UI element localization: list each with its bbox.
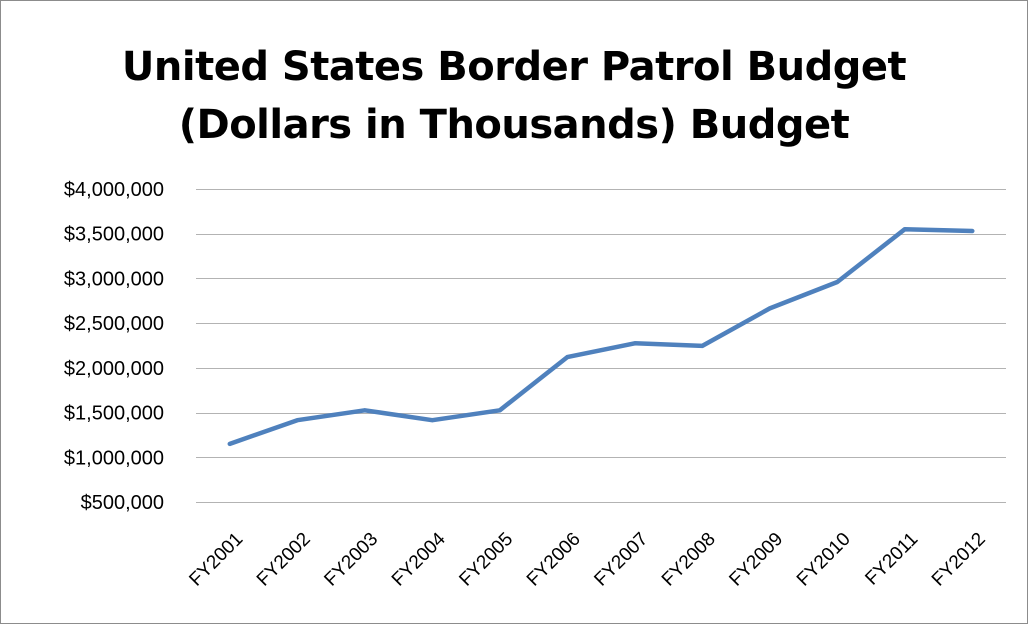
x-tick-label: FY2007: [590, 529, 652, 591]
x-tick-label: FY2004: [388, 528, 450, 590]
chart-title-block: United States Border Patrol Budget (Doll…: [0, 38, 1028, 154]
series-line: [227, 226, 975, 447]
y-tick-label: $1,000,000: [64, 447, 164, 469]
x-tick-label: FY2011: [861, 529, 922, 590]
x-tick-label: FY2012: [928, 529, 990, 591]
chart-title: United States Border Patrol Budget: [121, 44, 907, 90]
x-tick-label: FY2002: [253, 529, 315, 591]
x-tick-label: FY2005: [455, 529, 517, 591]
x-axis-ticks: FY2001 FY2002 FY2003 FY2004 FY2005 FY2006 FY20…: [185, 528, 989, 590]
x-tick-label: FY2009: [725, 529, 787, 591]
y-axis-ticks: $500,000 $1,000,000 $1,500,000 $2,000,000 $2…: [64, 179, 164, 514]
y-tick-label: $3,500,000: [64, 224, 164, 246]
x-tick-label: FY2003: [320, 529, 382, 591]
y-tick-label: $2,500,000: [64, 313, 164, 335]
chart-subtitle: (Dollars in Thousands) Budget: [178, 102, 850, 148]
x-tick-label: FY2008: [658, 529, 720, 591]
y-tick-label: $3,000,000: [64, 268, 164, 290]
x-tick-label: FY2006: [523, 529, 585, 591]
y-tick-label: $1,500,000: [64, 403, 164, 425]
y-tick-label: $4,000,000: [64, 179, 164, 201]
y-tick-label: $500,000: [81, 492, 164, 514]
y-tick-label: $2,000,000: [64, 358, 164, 380]
x-tick-label: FY2001: [185, 529, 247, 591]
series-layer: [227, 226, 975, 447]
gridlines: [196, 189, 1006, 503]
x-tick-label: FY2010: [793, 529, 855, 591]
